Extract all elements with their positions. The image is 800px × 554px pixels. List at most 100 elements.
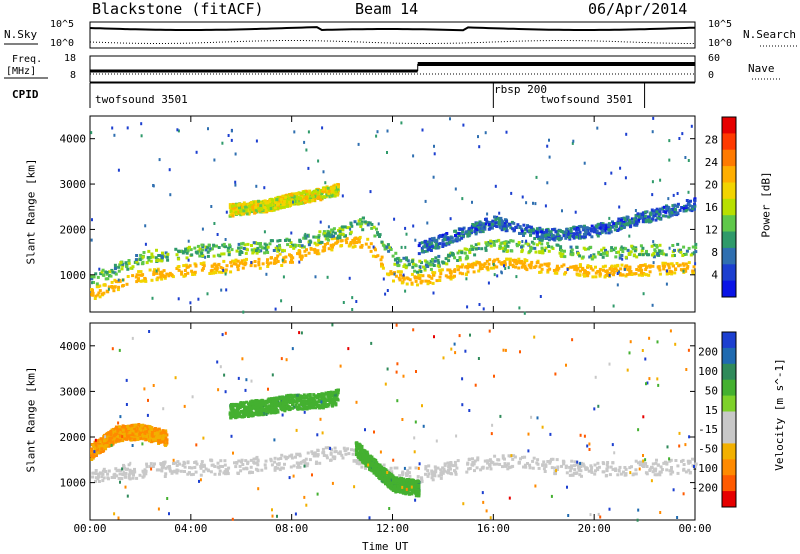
data-cell-power [376, 254, 380, 258]
data-cell-velocity [541, 463, 545, 467]
data-cell-power [423, 259, 427, 263]
data-cell-velocity [532, 456, 536, 460]
data-cell-velocity [293, 400, 297, 404]
data-cell-power [257, 263, 261, 267]
data-cell-power [640, 249, 644, 253]
data-cell-power [228, 205, 232, 209]
data-cell-power [682, 209, 686, 213]
data-cell-power [374, 255, 378, 259]
data-cell-power [405, 256, 408, 260]
data-cell-velocity [333, 457, 337, 461]
data-cell-power [637, 220, 641, 224]
data-cell-power [569, 245, 573, 249]
data-cell-velocity [523, 455, 527, 459]
data-cell-power [143, 277, 147, 281]
data-cell-power [410, 281, 414, 285]
data-cell-velocity [110, 476, 114, 479]
data-cell-power [460, 265, 464, 269]
data-cell-velocity [577, 468, 581, 472]
data-cell-velocity [161, 431, 165, 434]
data-cell-power [428, 237, 432, 241]
data-cell-power [342, 301, 345, 304]
data-cell-power [522, 234, 525, 237]
data-cell-power [318, 240, 322, 244]
data-cell-power [465, 277, 468, 281]
data-cell-power [329, 186, 333, 190]
data-cell-power [652, 261, 655, 265]
data-cell-velocity [568, 469, 572, 473]
data-cell-power [676, 202, 680, 206]
data-cell-power [448, 271, 452, 274]
data-cell-power [257, 257, 261, 261]
data-cell-power [464, 272, 468, 276]
data-cell-power [594, 275, 598, 279]
data-cell-power [315, 252, 319, 256]
data-cell-power [484, 248, 488, 252]
data-cell-power [499, 226, 503, 230]
data-cell-velocity [240, 458, 244, 462]
data-cell-power [437, 254, 441, 258]
data-cell-power [344, 238, 348, 242]
data-cell-velocity [434, 468, 438, 472]
data-cell-power [650, 208, 654, 212]
data-cell-power [265, 261, 269, 265]
colorbar-swatch [722, 264, 736, 282]
data-cell-power [333, 231, 337, 235]
data-cell-power [584, 226, 588, 230]
data-cell-power [160, 273, 163, 276]
data-cell-power [532, 228, 535, 232]
data-cell-power [257, 250, 261, 253]
data-cell-power [263, 186, 266, 190]
data-cell-velocity [141, 426, 145, 430]
data-cell-power [314, 191, 318, 195]
data-cell-power [298, 240, 302, 244]
data-cell-power [633, 253, 636, 257]
data-cell-velocity [334, 450, 338, 453]
data-cell-power [656, 216, 660, 220]
data-cell-power [338, 231, 342, 235]
data-cell-velocity [551, 457, 555, 461]
data-cell-velocity [299, 460, 303, 464]
data-cell-power [306, 234, 309, 238]
data-cell-power [202, 261, 206, 265]
data-cell-power [415, 276, 419, 280]
data-cell-power [95, 282, 99, 286]
colorbar-swatch [722, 166, 736, 183]
data-cell-velocity [195, 462, 199, 466]
data-cell-velocity [476, 456, 480, 460]
data-cell-velocity [135, 476, 139, 480]
data-cell-power [323, 243, 327, 246]
data-cell-velocity [127, 463, 131, 467]
data-cell-power [278, 195, 282, 199]
data-cell-power [330, 194, 334, 198]
data-cell-power [609, 230, 613, 234]
data-cell-power [163, 276, 167, 280]
data-cell-power [210, 205, 213, 208]
data-cell-velocity [601, 470, 605, 474]
data-cell-power [227, 134, 230, 137]
data-cell-velocity [252, 460, 256, 464]
data-cell-power [602, 246, 606, 250]
data-cell-power [525, 201, 528, 205]
data-cell-power [658, 243, 662, 247]
data-cell-velocity [123, 475, 127, 479]
data-cell-velocity [330, 448, 333, 452]
data-cell-power [150, 252, 154, 256]
data-cell-velocity [236, 472, 240, 475]
data-cell-velocity [146, 425, 150, 429]
data-cell-power [402, 273, 405, 277]
data-cell-velocity [232, 412, 236, 416]
data-cell-power [599, 253, 603, 256]
data-cell-power [151, 255, 155, 259]
data-cell-velocity [138, 437, 142, 441]
noise-strip-frame [89, 21, 696, 49]
data-cell-power [503, 218, 507, 222]
data-cell-velocity [243, 401, 246, 405]
data-cell-velocity [118, 425, 122, 429]
beam-label: Beam 14 [355, 0, 419, 18]
data-cell-velocity [528, 463, 532, 467]
data-cell-power [319, 220, 322, 224]
data-cell-power [557, 266, 561, 270]
data-cell-power [419, 270, 423, 273]
data-cell-velocity [295, 396, 299, 400]
